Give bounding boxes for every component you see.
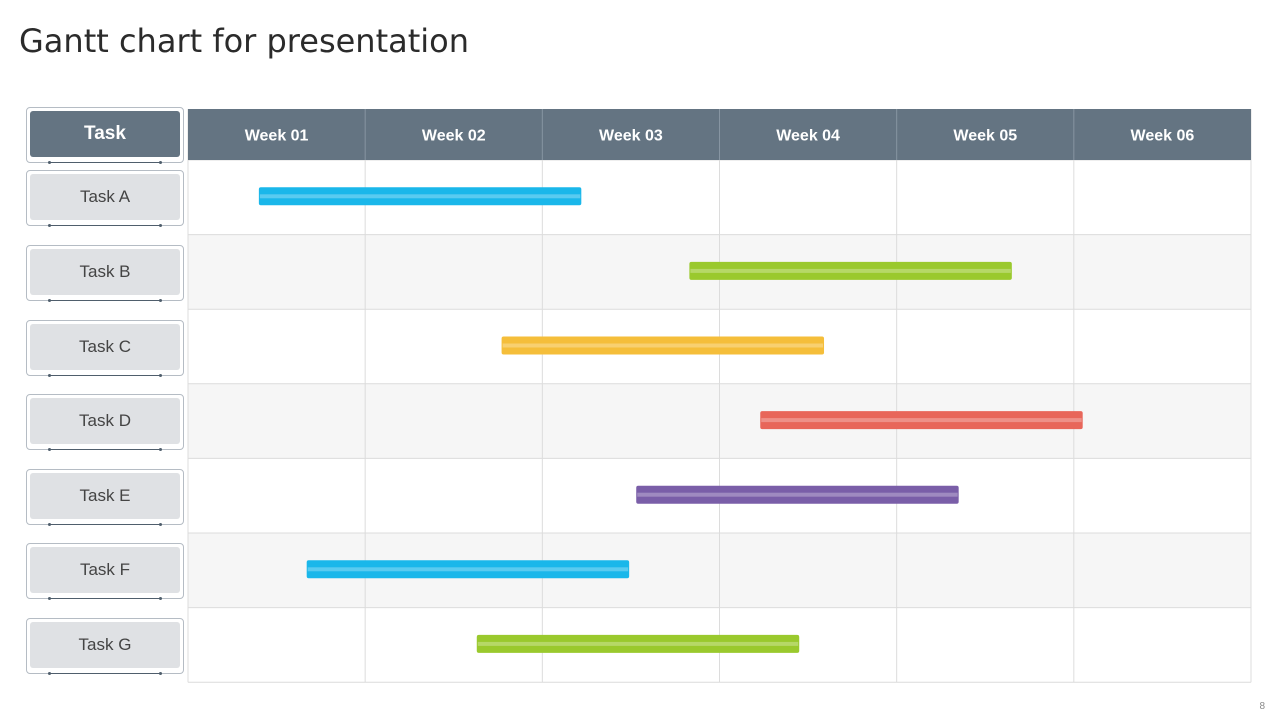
task-label: Task E — [30, 472, 180, 519]
task-bar-highlight — [690, 268, 1011, 273]
task-bar — [689, 261, 1012, 280]
task-bar-highlight — [259, 194, 581, 199]
task-label: Task A — [30, 174, 180, 221]
week-label: Week 03 — [599, 128, 663, 145]
task-bar-highlight — [637, 492, 958, 497]
week-label: Week 04 — [776, 128, 840, 145]
week-label: Week 01 — [245, 128, 309, 145]
label-underline — [48, 522, 162, 526]
task-label-box: Task G — [26, 617, 184, 675]
task-label: Task F — [30, 547, 180, 594]
label-underline — [48, 671, 162, 675]
label-underline — [48, 224, 162, 228]
label-underline — [48, 448, 162, 452]
task-label: Task B — [30, 248, 180, 295]
task-bar — [258, 187, 582, 206]
week-label: Week 06 — [1131, 128, 1195, 145]
task-label: Task C — [30, 323, 180, 370]
week-label: Week 02 — [422, 128, 486, 145]
task-bar-highlight — [307, 567, 629, 572]
task-label: Task G — [30, 621, 180, 668]
task-label-box: Task D — [26, 394, 184, 452]
task-label-box: Task F — [26, 543, 184, 601]
label-underline — [48, 373, 162, 377]
task-bar-highlight — [477, 641, 799, 646]
task-header-label: Task — [30, 111, 180, 157]
task-label-box: Task A — [26, 170, 184, 228]
page-title: Gantt chart for presentation — [19, 22, 470, 60]
label-underline — [48, 161, 162, 164]
task-label-box: Task B — [26, 244, 184, 302]
task-bar-highlight — [761, 418, 1082, 423]
task-label-box: Task C — [26, 319, 184, 377]
task-bar-highlight — [502, 343, 824, 348]
label-underline — [48, 298, 162, 302]
task-bar — [760, 411, 1083, 430]
task-bar — [476, 634, 800, 653]
task-header-label-box: Task — [26, 107, 184, 164]
task-label-box: Task E — [26, 468, 184, 526]
week-label: Week 05 — [953, 128, 1017, 145]
label-underline — [48, 597, 162, 601]
task-bar — [306, 560, 630, 579]
slide-number: 8 — [1259, 701, 1265, 712]
task-bar — [636, 485, 959, 504]
task-bar — [501, 336, 825, 355]
task-label: Task D — [30, 398, 180, 445]
